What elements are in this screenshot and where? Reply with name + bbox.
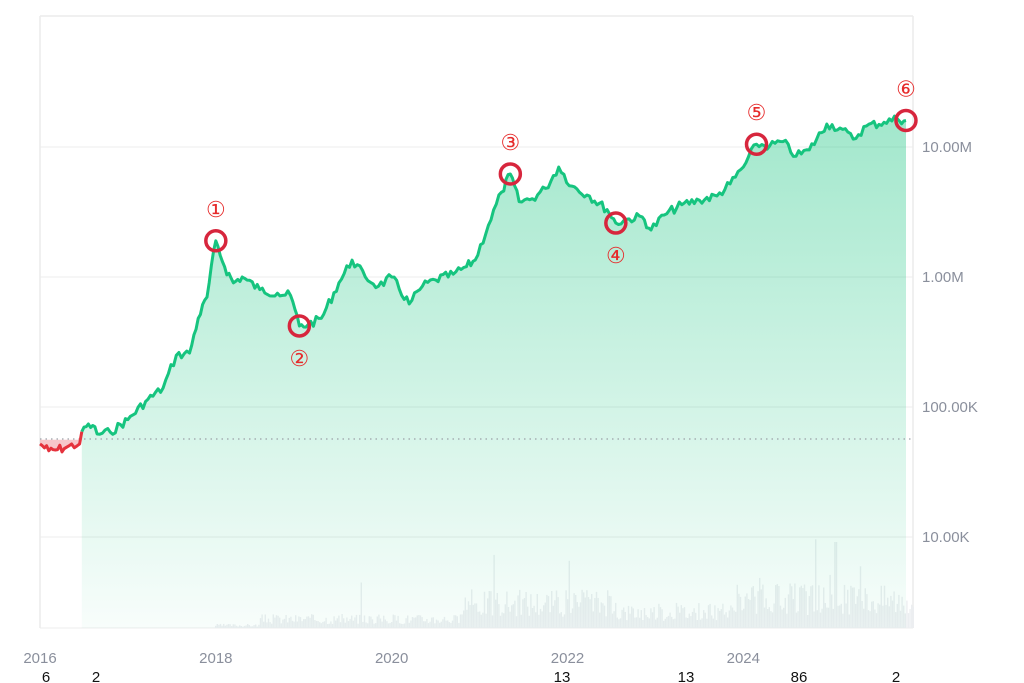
y-tick-label: 10.00M [922,139,972,156]
annotation-label: ② [289,346,309,371]
y-tick-label: 1.00M [922,269,964,286]
y-axis-labels: 10.00K 100.00K 1.00M 10.00M [922,139,978,546]
y-tick-label: 10.00K [922,529,970,546]
x-axis-labels: 2016 2018 2020 2022 2024 [23,650,760,667]
y-tick-label: 100.00K [922,399,978,416]
annotation-label: ① [206,197,226,222]
x-tick-label: 2020 [375,650,408,667]
annotation-circle [204,229,228,253]
bottom-label: 2 [92,669,100,683]
x-tick-label: 2022 [551,650,584,667]
bottom-row-labels: 6 2 13 13 86 2 [42,669,900,683]
annotation-label: ③ [500,130,520,155]
x-tick-label: 2018 [199,650,232,667]
annotation-markers: ① ② ③ ④ ⑤ ⑥ [204,76,918,371]
annotation-circle [287,314,312,338]
bottom-label: 13 [554,669,571,683]
bottom-label: 13 [678,669,695,683]
annotation-circle [894,108,918,133]
x-tick-label: 2016 [23,650,56,667]
bottom-label: 2 [892,669,900,683]
annotation-label: ⑥ [896,76,916,101]
x-tick-label: 2024 [727,650,760,667]
price-area-fill [81,116,907,628]
price-line-down [39,431,84,454]
annotation-circle [744,132,769,156]
annotation-circle [604,211,628,235]
annotation-label: ⑤ [747,100,767,125]
bottom-label: 6 [42,669,50,683]
annotation-circle [498,162,523,186]
bottom-label: 86 [791,669,808,683]
annotation-label: ④ [606,243,626,268]
